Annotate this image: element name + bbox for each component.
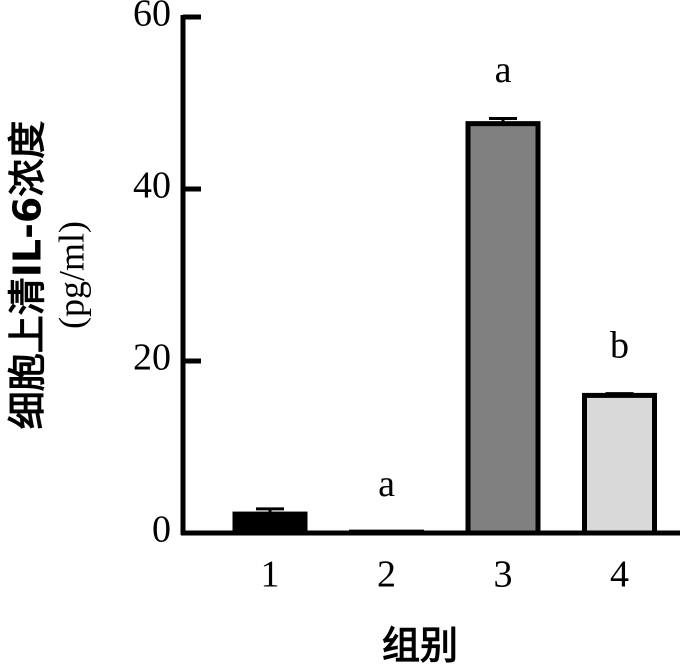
bar — [465, 121, 541, 536]
y-tick-label: 60 — [133, 0, 171, 35]
x-tick-label: 4 — [610, 554, 629, 596]
bar-annotation: a — [378, 463, 395, 505]
y-tick-label: 40 — [133, 165, 171, 207]
bar — [582, 392, 657, 536]
bar — [232, 511, 308, 536]
bar-annotation: a — [495, 49, 512, 91]
y-tick-label: 0 — [152, 509, 171, 551]
y-axis-label: (pg/ml) — [51, 221, 91, 329]
y-tick-label: 20 — [133, 337, 171, 379]
x-tick-label: 2 — [377, 554, 396, 596]
bar — [349, 529, 424, 536]
y-axis-label: 细胞上清IL-6浓度 — [6, 121, 50, 430]
bar-annotation: b — [610, 324, 629, 366]
x-tick-label: 3 — [494, 554, 513, 596]
x-axis-label: 组别 — [382, 624, 458, 668]
x-tick-label: 1 — [261, 554, 280, 596]
